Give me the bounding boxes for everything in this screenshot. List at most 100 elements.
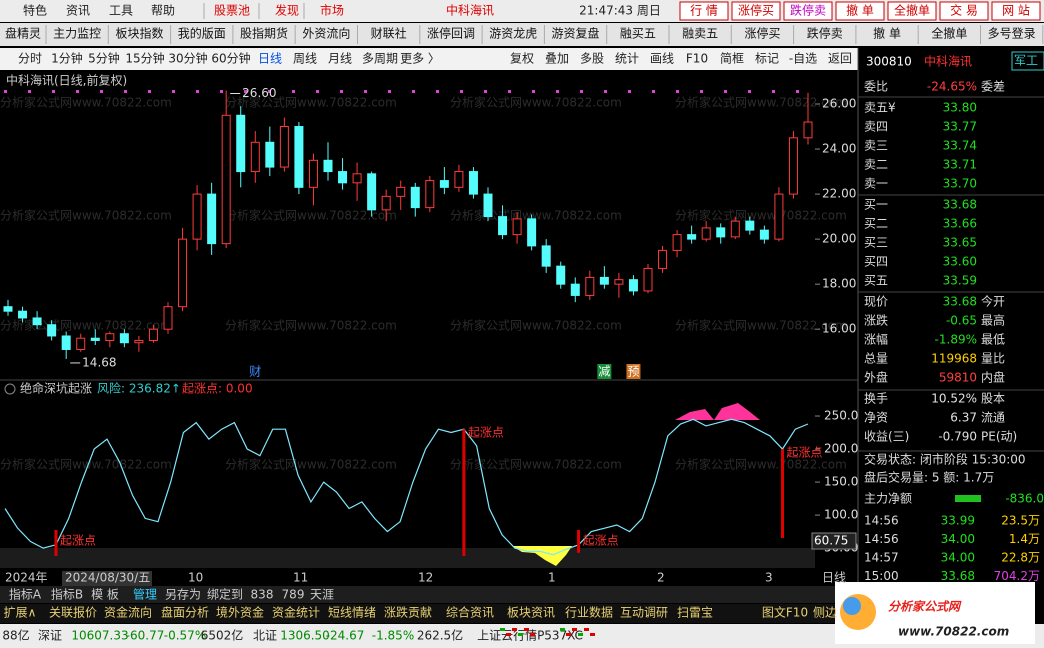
stock-name: 中科海讯 [924, 54, 972, 69]
tool-button[interactable]: 复权 [510, 52, 534, 66]
indicator-tab[interactable]: 天涯 [310, 588, 334, 602]
tool-button[interactable]: 简框 [720, 52, 744, 66]
period-button[interactable]: 月线 [328, 52, 352, 66]
toolbar-button[interactable]: 跌停卖 [807, 26, 843, 41]
toolbar-button[interactable]: 游资龙虎 [489, 27, 537, 41]
bottom-tab[interactable]: 境外资金 [216, 605, 264, 620]
menu-button[interactable]: 撤 单 [846, 3, 874, 18]
period-button[interactable]: 分时 [18, 52, 42, 66]
period-button[interactable]: 60分钟 [211, 51, 250, 66]
toolbar-button[interactable]: 盘精灵 [5, 26, 41, 41]
event-marker[interactable]: 减 [598, 365, 610, 379]
indicator-tab[interactable]: 另存为 [165, 588, 201, 602]
marker-dot [556, 90, 559, 93]
bottom-tab[interactable]: 板块资讯 [507, 606, 555, 620]
indicator-tab[interactable]: 指标A [9, 587, 42, 602]
watermark: 分析家公式网www.70822.com [0, 95, 172, 110]
bottom-tab[interactable]: 资金统计 [272, 605, 320, 620]
tool-button[interactable]: 统计 [615, 52, 639, 66]
toolbar-button[interactable]: 融买五 [620, 27, 656, 41]
stock-tag[interactable]: 军工 [1014, 54, 1038, 68]
bottom-tab[interactable]: 侧边 [813, 606, 837, 620]
toolbar-button[interactable]: 外资流向 [302, 26, 350, 41]
event-marker[interactable]: 财 [249, 365, 261, 379]
tool-button[interactable]: F10 [686, 52, 708, 66]
marker-dot [292, 90, 295, 93]
period-button[interactable]: 周线 [293, 52, 317, 66]
indicator-tab[interactable]: 绑定到 [207, 587, 243, 602]
menu-button[interactable]: 交 易 [950, 3, 978, 18]
period-button[interactable]: 更多 〉 [400, 52, 440, 66]
marker-dot [52, 90, 55, 93]
bottom-tab[interactable]: 盘面分析 [161, 605, 209, 620]
quote-label: 总量 [864, 352, 888, 366]
period-button[interactable]: 1分钟 [51, 51, 83, 66]
menu-button[interactable]: 行 情 [690, 4, 718, 18]
toolbar-button[interactable]: 融卖五 [682, 27, 718, 41]
toolbar-button[interactable]: 涨停买 [744, 26, 780, 41]
period-button[interactable]: 日线 [258, 52, 282, 66]
menu-item[interactable]: 股票池 [214, 4, 250, 18]
bottom-tab[interactable]: 图文F10 [762, 605, 808, 620]
bottom-tab[interactable]: 关联报价 [49, 605, 97, 620]
tool-button[interactable]: 标记 [755, 52, 779, 66]
menu-item[interactable]: 工具 [109, 4, 133, 18]
main-flow-bar [955, 495, 981, 502]
watermark: 分析家公式网www.70822.com [450, 208, 622, 223]
quote-note: 股本 [981, 392, 1005, 406]
y-tick-label: 100.0 [824, 508, 858, 522]
indicator-tab[interactable]: 模 板 [91, 588, 119, 602]
bottom-tab[interactable]: 涨跌贡献 [384, 605, 432, 620]
signal-label: 起涨点 [60, 533, 96, 548]
watermark: 分析家公式网www.70822.com [225, 318, 397, 333]
quote-label: 涨跌 [864, 313, 888, 328]
menu-button[interactable]: 全撤单 [894, 3, 930, 18]
indicator-tab[interactable]: 789 [282, 588, 305, 602]
menu-button[interactable]: 涨停买 [738, 3, 774, 18]
toolbar-button[interactable]: 主力监控 [53, 27, 101, 41]
candle-body [658, 249, 668, 269]
period-button[interactable]: 30分钟 [168, 51, 207, 66]
toolbar-button[interactable]: 股指期货 [240, 26, 288, 41]
menu-button[interactable]: 跌停卖 [790, 3, 826, 18]
candle-body [76, 337, 86, 350]
bottom-tab[interactable]: 扩展∧ [4, 606, 37, 620]
menu-item[interactable]: 帮助 [151, 4, 175, 18]
quote-label: 现价 [864, 295, 888, 309]
candle-body [352, 173, 362, 184]
toolbar-button[interactable]: 财联社 [371, 26, 407, 41]
indicator-tab[interactable]: 838 [251, 588, 274, 602]
marker-dot [676, 90, 679, 93]
indicator-tab[interactable]: 管理 [133, 587, 157, 602]
toolbar-button[interactable]: 板块指数 [115, 26, 163, 41]
bottom-tab[interactable]: 互动调研 [620, 606, 668, 620]
candle-body [119, 333, 129, 344]
event-marker[interactable]: 预 [627, 365, 639, 379]
toolbar-button[interactable]: 全撤单 [931, 26, 967, 41]
menu-item[interactable]: 资讯 [66, 4, 90, 18]
toolbar-button[interactable]: 多号登录 [988, 26, 1036, 41]
menu-button[interactable]: 网 站 [1002, 4, 1030, 18]
candle-body [628, 279, 638, 292]
menu-item[interactable]: 发现 [275, 3, 299, 18]
bottom-tab[interactable]: 扫雷宝 [677, 606, 713, 620]
bottom-tab[interactable]: 综合资讯 [446, 605, 494, 620]
period-button[interactable]: 15分钟 [125, 51, 164, 66]
toolbar-button[interactable]: 我的版面 [178, 26, 226, 41]
tool-button[interactable]: 叠加 [545, 52, 569, 66]
tool-button[interactable]: 画线 [650, 52, 674, 66]
toolbar-button[interactable]: 撤 单 [873, 26, 901, 41]
bottom-tab[interactable]: 短线情绪 [328, 606, 376, 620]
menu-item[interactable]: 市场 [320, 3, 344, 18]
toolbar-button[interactable]: 游资复盘 [552, 26, 600, 41]
toolbar-button[interactable]: 涨停回调 [427, 26, 475, 41]
bottom-tab[interactable]: 资金流向 [104, 605, 152, 620]
tool-button[interactable]: 多股 [580, 52, 604, 66]
tool-button[interactable]: 返回 [828, 52, 852, 66]
bottom-tab[interactable]: 行业数据 [565, 605, 613, 620]
indicator-tab[interactable]: 指标B [51, 587, 83, 602]
tool-button[interactable]: -自选 [789, 52, 817, 66]
period-button[interactable]: 多周期 [362, 52, 398, 66]
menu-item[interactable]: 特色 [23, 3, 47, 18]
period-button[interactable]: 5分钟 [88, 51, 120, 66]
